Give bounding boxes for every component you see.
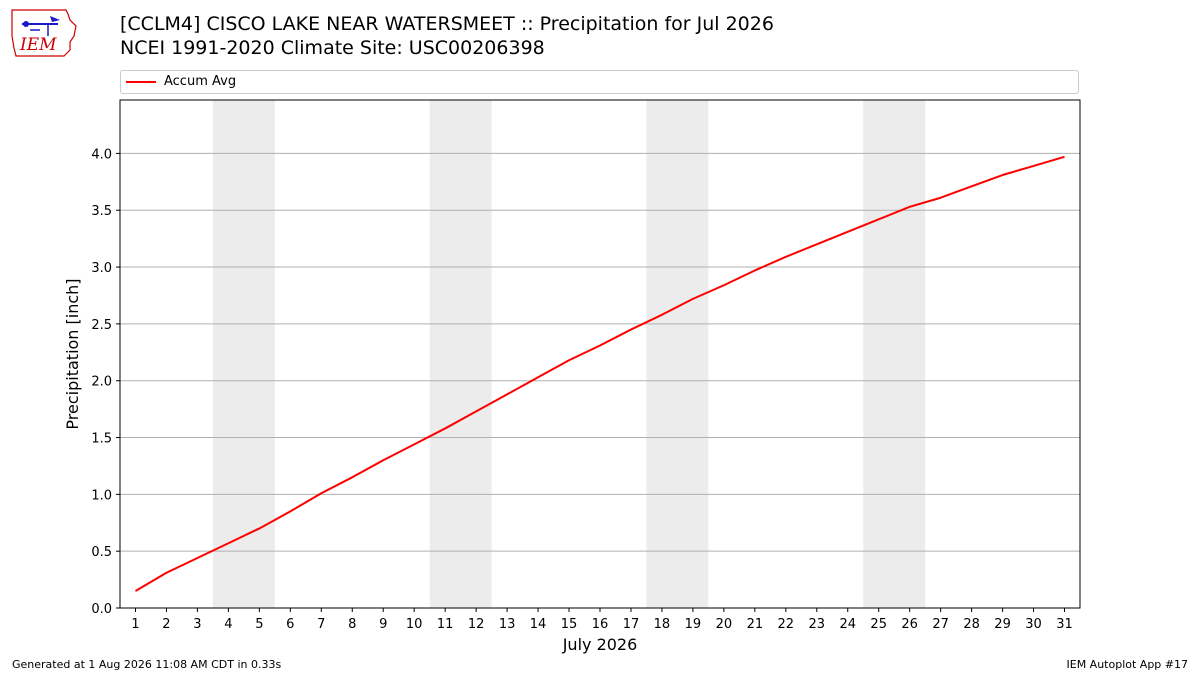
x-tick-label: 29 [994,617,1011,632]
x-tick-label: 11 [437,617,454,632]
weekend-band-3 [646,100,709,608]
legend: Accum Avg [120,70,1079,94]
app-label: IEM Autoplot App #17 [1066,658,1189,671]
x-tick-label: 23 [809,617,826,632]
x-tick-label: 31 [1056,617,1073,632]
y-tick-label: 1.5 [91,432,112,447]
x-tick-label: 5 [255,617,263,632]
y-tick-label: 4.0 [91,147,112,162]
y-gridlines [120,152,1080,552]
legend-swatch-accum-avg [126,81,156,83]
x-axis-label: July 2026 [562,635,638,654]
x-tick-label: 24 [839,617,856,632]
weekend-bands [212,100,926,608]
x-tick-label: 19 [685,617,702,632]
x-tick-label: 2 [162,617,170,632]
x-tick-label: 1 [131,617,139,632]
x-tick-label: 20 [716,617,733,632]
y-tick-label: 1.0 [91,488,112,503]
x-tick-label: 3 [193,617,201,632]
generated-timestamp: Generated at 1 Aug 2026 11:08 AM CDT in … [12,658,282,671]
x-tick-label: 27 [932,617,949,632]
y-tick-label: 0.0 [91,602,112,617]
x-tick-label: 21 [747,617,764,632]
series-layer [134,155,1065,592]
x-tick-label: 10 [406,617,423,632]
iem-logo: IEM [11,9,77,57]
x-tick-label: 9 [379,617,387,632]
x-tick-label: 4 [224,617,232,632]
x-tick-label: 12 [468,617,485,632]
x-tick-label: 22 [778,617,795,632]
legend-label-accum-avg: Accum Avg [164,74,237,89]
title-line-2: NCEI 1991-2020 Climate Site: USC00206398 [120,37,545,59]
chart-title: [CCLM4] CISCO LAKE NEAR WATERSMEET :: Pr… [120,12,774,60]
x-tick-label: 7 [317,617,325,632]
weekend-band-2 [429,100,492,608]
weekend-band-4 [863,100,926,608]
x-tick-label: 14 [530,617,547,632]
y-tick-label: 2.0 [91,375,112,390]
x-tick-label: 28 [963,617,980,632]
title-line-1: [CCLM4] CISCO LAKE NEAR WATERSMEET :: Pr… [120,13,774,35]
x-tick-label: 18 [654,617,671,632]
y-tick-label: 2.5 [91,318,112,333]
y-axis-ticks: 0.0 0.5 1.0 1.5 2.0 2.5 3.0 3.5 4.0 [91,147,120,617]
y-tick-label: 3.5 [91,204,112,219]
x-tick-label: 25 [870,617,887,632]
x-tick-label: 15 [561,617,578,632]
y-tick-label: 0.5 [91,545,112,560]
x-axis-ticks: 1 2 3 4 5 6 7 8 9 10 11 12 13 14 15 16 17 18 19 20 21 22 23 24 2… [131,608,1073,632]
x-tick-label: 13 [499,617,516,632]
logo-text: IEM [19,35,57,55]
iowa-outline [11,9,77,57]
x-tick-label: 8 [348,617,356,632]
y-tick-label: 3.0 [91,261,112,276]
x-tick-label: 30 [1025,617,1042,632]
weekend-band-1 [212,100,275,608]
x-tick-label: 26 [901,617,918,632]
x-tick-label: 6 [286,617,294,632]
y-axis-label: Precipitation [inch] [63,278,82,429]
x-tick-label: 17 [623,617,640,632]
x-tick-label: 16 [592,617,609,632]
